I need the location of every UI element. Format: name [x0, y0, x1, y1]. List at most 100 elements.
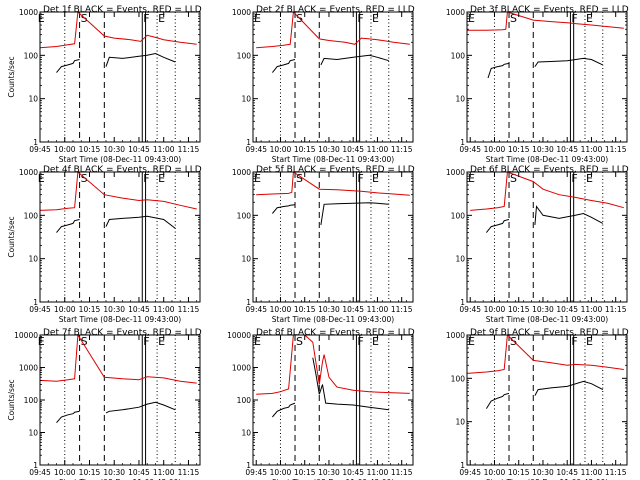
panel-8-ytick-label-4: 1000: [232, 364, 251, 373]
panel-8-xtick-label-4: 10:30: [318, 468, 340, 477]
panel-6-xtick-label-4: 10:30: [532, 305, 554, 314]
panel-2-xtick-label-2: 10:00: [270, 145, 292, 154]
panel-9-ytick-label-2: 10: [455, 418, 465, 427]
panel-4-series-2: [56, 219, 80, 233]
panel-1-xtick-label-4: 10:30: [103, 145, 125, 154]
panel-9-series-1: [467, 335, 624, 374]
panel-4-marker-label-5: F: [143, 172, 149, 185]
panel-7-series-1: [40, 335, 197, 384]
panel-3-xtick-label-7: 11:15: [605, 145, 627, 154]
panel-5-xtick-label-6: 11:00: [367, 305, 389, 314]
panel-2-xtick-label-4: 10:30: [318, 145, 340, 154]
panel-7-xtick-label-5: 10:45: [128, 468, 150, 477]
panel-5-series-3: [320, 202, 389, 225]
panel-6-series-2: [486, 219, 510, 233]
panel-7-ytick-label-2: 10: [28, 429, 38, 438]
panel-7-ytick-label-3: 100: [24, 396, 39, 405]
panel-1-ylabel: Counts/sec: [7, 56, 16, 97]
panel-8-ytick-label-3: 100: [237, 396, 252, 405]
panel-6-marker-label-5: F: [571, 172, 577, 185]
panel-8-xtick-label-6: 11:00: [367, 468, 389, 477]
panel-4-xtick-label-5: 10:45: [128, 305, 150, 314]
panel-4-ytick-label-2: 10: [28, 255, 38, 264]
panel-9-xtick-label-5: 10:45: [556, 468, 578, 477]
panel-4-xtick-label-3: 10:15: [79, 305, 101, 314]
panel-3-ytick-label-1: 1: [460, 138, 465, 147]
panel-7-ylabel: Counts/sec: [7, 379, 16, 420]
panel-9-plot-frame: [466, 334, 628, 466]
panel-8-series-3: [312, 357, 389, 411]
panel-2-series-2: [272, 59, 296, 73]
panel-2-series-1: [256, 12, 410, 49]
panel-1-xtick-label-7: 11:15: [178, 145, 200, 154]
panel-7-xtick-label-2: 10:00: [54, 468, 76, 477]
panel-2-series-3: [320, 54, 389, 66]
panel-5-xtick-label-4: 10:30: [318, 305, 340, 314]
panel-8-ytick-label-5: 10000: [227, 331, 251, 340]
panel-6-plot-frame: [466, 171, 628, 303]
panel-1-marker-label-3: S: [81, 12, 88, 25]
panel-4-xtick-label-7: 11:15: [178, 305, 200, 314]
panel-3-xtick-label-5: 10:45: [556, 145, 578, 154]
panel-3-ytick-label-4: 1000: [446, 8, 465, 17]
panel-9-xtick-label-6: 11:00: [581, 468, 603, 477]
panel-4-plot-frame: [39, 171, 201, 303]
panel-7-title: Det 7f BLACK = Events, RED = LLD: [43, 328, 202, 338]
panel-5-xtick-label-7: 11:15: [391, 305, 413, 314]
panel-3-plot-frame: [466, 11, 628, 143]
panel-8-title: Det 8f BLACK = Events, RED = LLD: [256, 328, 415, 338]
panel-2-ytick-label-1: 1: [246, 138, 251, 147]
panel-1-xtick-label-6: 11:00: [153, 145, 175, 154]
panel-6-marker-label-7: E: [586, 172, 593, 185]
panel-2-title: Det 2f BLACK = Events, RED = LLD: [256, 5, 415, 15]
panel-3-xtick-label-1: 09:45: [459, 145, 481, 154]
panel-7-series-2: [56, 410, 80, 424]
panel-3-ytick-label-2: 10: [455, 95, 465, 104]
panel-9-xtick-label-2: 10:00: [484, 468, 506, 477]
panel-1-plot-frame: [39, 11, 201, 143]
panel-8-xtick-label-2: 10:00: [270, 468, 292, 477]
panel-8-plot-frame: [252, 334, 414, 466]
panel-4-xtick-label-1: 09:45: [29, 305, 51, 314]
panel-7-marker-label-3: S: [81, 335, 88, 348]
panel-9-series-2: [485, 392, 510, 409]
panel-3-xtick-label-6: 11:00: [581, 145, 603, 154]
panel-8-series-2: [272, 402, 296, 418]
panel-5-ytick-label-4: 1000: [232, 168, 251, 177]
panel-4-ytick-label-4: 1000: [19, 168, 38, 177]
panel-3-xtick-label-2: 10:00: [484, 145, 506, 154]
panel-1-xtick-label-3: 10:15: [79, 145, 101, 154]
panel-4-ylabel: Counts/sec: [7, 216, 16, 257]
panel-2-plot-frame: [252, 11, 414, 143]
panel-8-series-1: [256, 335, 410, 395]
panel-4-marker-label-7: E: [158, 172, 165, 185]
panel-7-ytick-label-4: 1000: [19, 364, 38, 373]
panel-1-title: Det 1f BLACK = Events, RED = LLD: [43, 5, 202, 15]
panel-6-marker-label-1: E: [468, 172, 475, 185]
panel-5-plot-frame: [252, 171, 414, 303]
panel-4-ytick-label-3: 100: [24, 211, 39, 220]
panel-1-series-3: [105, 52, 176, 67]
panel-6-ytick-label-1: 1: [460, 298, 465, 307]
panel-2-xtick-label-5: 10:45: [342, 145, 364, 154]
panel-7-xtick-label-7: 11:15: [178, 468, 200, 477]
panel-9-ytick-label-4: 1000: [446, 331, 465, 340]
panel-3-series-2: [487, 62, 510, 79]
panel-7-ytick-label-1: 1: [33, 461, 38, 470]
panel-5-marker-label-7: E: [372, 172, 379, 185]
panel-2-xtick-label-6: 11:00: [367, 145, 389, 154]
panel-4-series-1: [40, 172, 197, 211]
panel-6-marker-label-3: S: [510, 172, 517, 185]
panel-9-marker-label-5: F: [571, 335, 577, 348]
panel-6-title: Det 6f BLACK = Events, RED = LLD: [470, 165, 629, 175]
panel-8-xlabel: Start Time (08-Dec-11 09:43:00): [272, 478, 394, 480]
panel-3-series-1: [467, 12, 624, 31]
panel-4-marker-label-3: S: [81, 172, 88, 185]
panel-4-title: Det 4f BLACK = Events, RED = LLD: [43, 165, 202, 175]
panel-9-marker-label-7: E: [586, 335, 593, 348]
panel-5-marker-label-5: F: [357, 172, 363, 185]
panel-5-xtick-label-5: 10:45: [342, 305, 364, 314]
panel-9-ytick-label-3: 100: [451, 374, 466, 383]
